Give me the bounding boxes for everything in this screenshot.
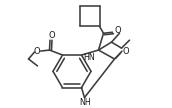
Text: O: O [122,47,129,56]
Text: O: O [114,26,121,35]
Text: O: O [48,31,55,40]
Text: NH: NH [80,98,91,107]
Text: O: O [34,47,40,56]
Text: HN: HN [83,53,95,62]
